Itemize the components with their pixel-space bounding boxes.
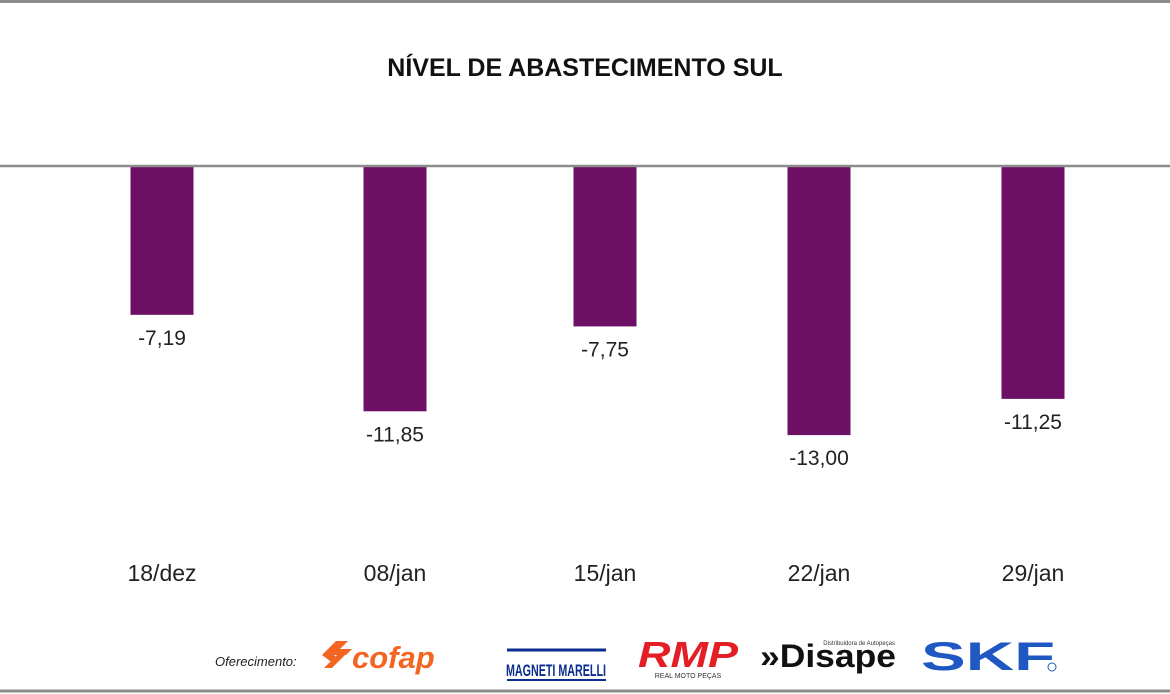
skf-registered-mark bbox=[1047, 662, 1057, 672]
magneti-marelli-logo: MAGNETI MARELLI bbox=[506, 648, 606, 681]
bar-1 bbox=[363, 166, 427, 412]
rmp-logo: RMP REAL MOTO PEÇAS bbox=[638, 634, 739, 680]
data-label-4: -11,25 bbox=[1004, 411, 1062, 434]
disape-logo-subtext: Distribuidora de Autopeças bbox=[823, 641, 895, 647]
x-axis-labels: 18/dez 08/jan 15/jan 22/jan 29/jan bbox=[127, 560, 1064, 586]
data-label-2: -7,75 bbox=[581, 338, 629, 361]
bar-3 bbox=[787, 166, 851, 436]
x-tick-label-4: 29/jan bbox=[1002, 560, 1065, 586]
chart-title: NÍVEL DE ABASTECIMENTO SUL bbox=[387, 53, 782, 82]
magneti-marelli-logo-text: MAGNETI MARELLI bbox=[506, 661, 606, 680]
skf-logo-text: SKF bbox=[921, 635, 1055, 679]
cofap-logo-text: cofap bbox=[352, 640, 435, 675]
data-label-1: -11,85 bbox=[366, 423, 424, 446]
rmp-logo-subtext: REAL MOTO PEÇAS bbox=[655, 673, 722, 680]
x-tick-label-1: 08/jan bbox=[364, 560, 427, 586]
data-label-3: -13,00 bbox=[789, 447, 849, 470]
sponsor-label: Oferecimento: bbox=[215, 654, 297, 669]
x-tick-label-2: 15/jan bbox=[574, 560, 637, 586]
skf-logo: SKF bbox=[921, 635, 1057, 679]
rmp-logo-text: RMP bbox=[638, 634, 739, 675]
data-labels-group: -7,19 -11,85 -7,75 -13,00 -11,25 bbox=[138, 327, 1062, 470]
bar-4 bbox=[1001, 166, 1065, 399]
cofap-logo: cofap bbox=[322, 640, 435, 675]
sponsor-footer: Oferecimento: cofap MAGNETI MARELLI RMP … bbox=[215, 634, 1057, 681]
x-tick-label-0: 18/dez bbox=[127, 560, 196, 586]
bar-0 bbox=[130, 166, 194, 315]
disape-logo: »Disape Distribuidora de Autopeças bbox=[760, 638, 896, 674]
disape-logo-text: »Disape bbox=[760, 638, 896, 674]
bar-2 bbox=[573, 166, 637, 327]
data-label-0: -7,19 bbox=[138, 327, 186, 350]
x-tick-label-3: 22/jan bbox=[788, 560, 851, 586]
bars-group bbox=[130, 166, 1065, 436]
